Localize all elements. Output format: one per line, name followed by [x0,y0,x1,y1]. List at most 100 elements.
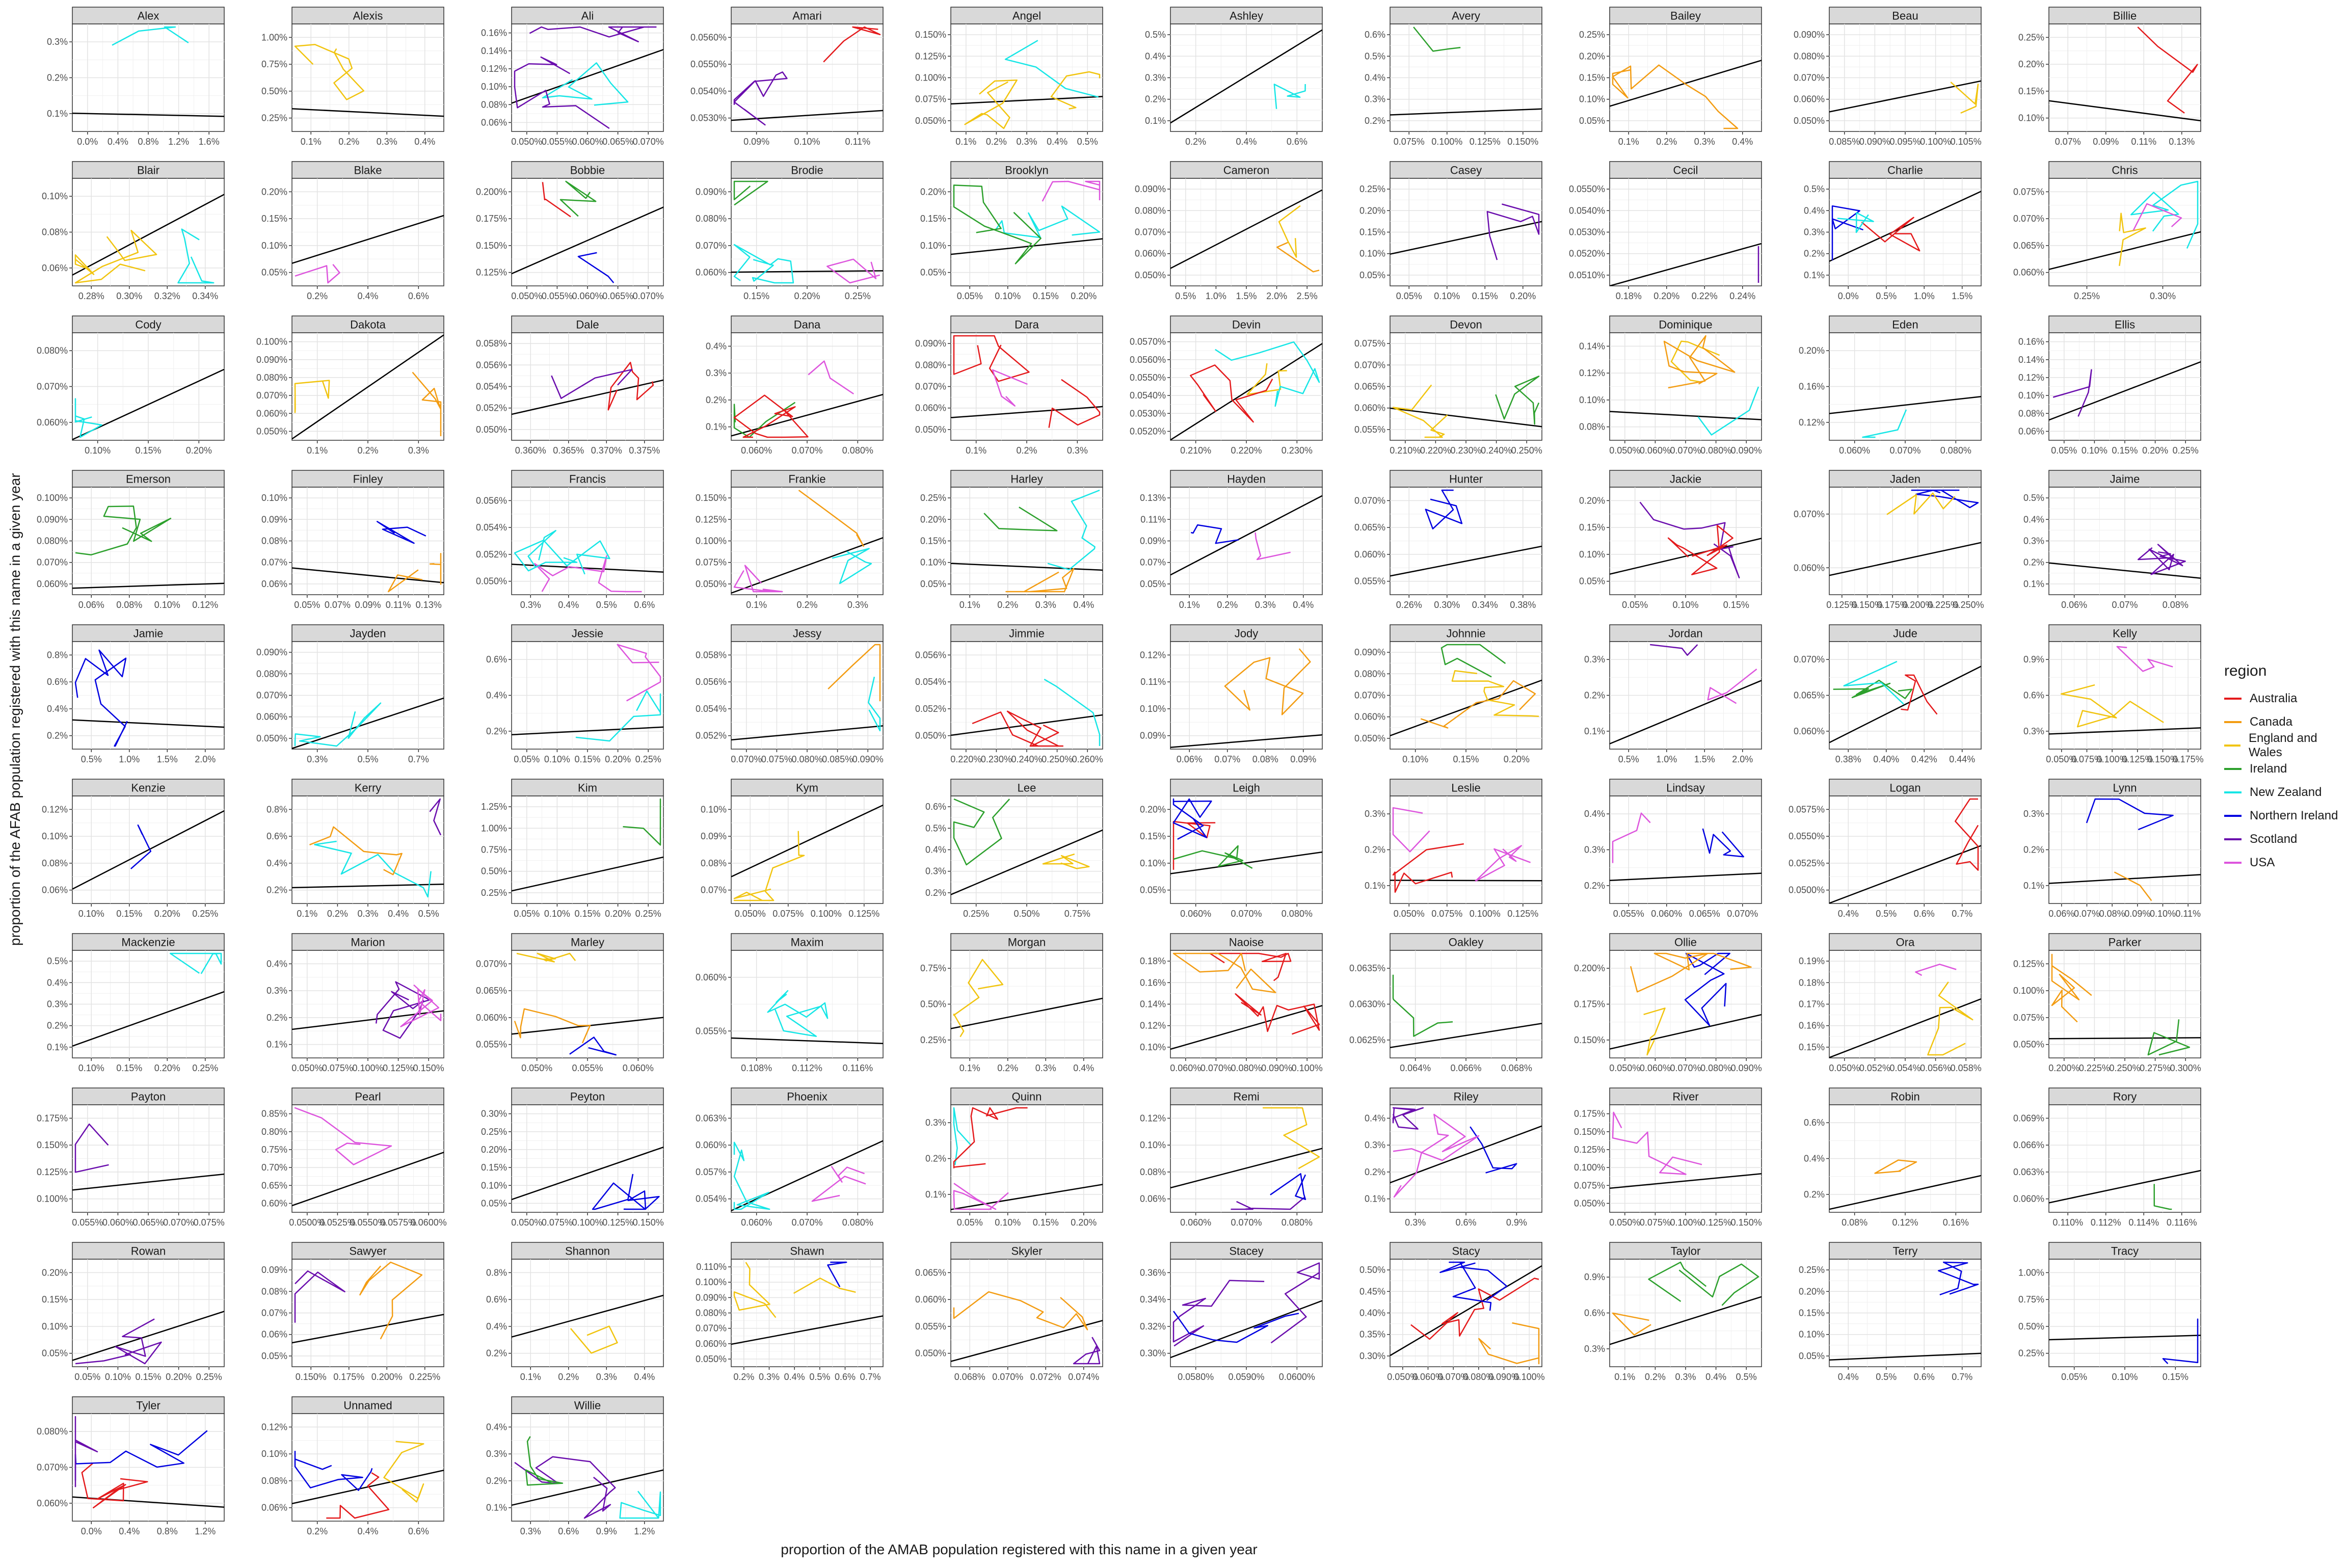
y-tick-label: 0.32% [1140,1321,1166,1332]
series-trace [569,1037,617,1056]
y-tick-label: 0.065% [1354,522,1385,533]
y-tick-label: 0.05% [261,1351,287,1361]
x-tick-label: 0.060% [572,137,603,147]
y-tick-label: 0.060% [1354,403,1385,413]
reference-line [1170,851,1322,874]
x-tick-label: 0.150% [296,1372,327,1382]
facet-strip [511,470,664,488]
facet-strip [1609,7,1762,24]
x-tick-label: 0.09% [2124,909,2150,919]
x-tick-label: 0.38% [1835,754,1861,764]
facet-skyler: Skyler 0.068% 0.070% 0.072% 0.074% 0.050% 0.05… [915,1242,1103,1382]
y-tick-label: 0.15% [261,214,287,224]
series-trace [1861,217,1920,252]
y-tick-label: 0.1% [2023,881,2044,891]
y-tick-label: 0.065% [1794,690,1825,701]
y-tick-label: 0.056% [476,360,507,370]
facet-title: Ali [581,10,594,22]
y-tick-label: 0.060% [1135,249,1166,259]
facet-title: Maxim [791,936,824,949]
y-tick-label: 0.09% [701,831,727,841]
y-tick-label: 0.70% [261,1162,287,1173]
y-tick-label: 0.050% [256,733,287,743]
facet-title: Shannon [565,1245,610,1258]
y-tick-label: 0.175% [37,1113,68,1123]
y-tick-label: 0.060% [37,417,68,428]
y-tick-label: 0.060% [696,972,727,982]
series-trace [992,369,1028,407]
x-tick-label: 0.4% [119,1526,140,1536]
series-trace [1678,1263,1759,1306]
x-tick-label: 0.6% [835,1372,856,1382]
x-tick-label: 0.20% [1510,291,1536,301]
facet-data [72,506,224,589]
y-tick-label: 0.100% [696,536,727,546]
x-tick-label: 0.050% [735,909,766,919]
facet-title: Casey [1450,164,1482,177]
facet-data [2049,798,2201,901]
y-tick-label: 0.075% [2013,1013,2044,1023]
y-tick-label: 0.055% [476,1040,507,1050]
x-tick-label: 0.3% [377,137,397,147]
y-tick-label: 0.054% [696,1194,727,1204]
series-trace [2051,953,2092,1023]
facet-strip [1170,933,1323,951]
reference-line [292,108,444,117]
x-tick-label: 0.42% [1911,754,1937,764]
y-tick-label: 0.75% [261,1145,287,1155]
x-tick-label: 0.4% [1073,600,1094,610]
facet-peyton: Peyton 0.050%0.075%0.100%0.125%0.150% 0.05… [481,1087,664,1228]
y-tick-label: 0.0525% [1789,858,1825,868]
facet-data [1829,798,1981,903]
x-tick-label: 0.3% [1694,137,1715,147]
y-tick-label: 0.4% [1804,205,1825,216]
y-tick-label: 0.11% [1140,514,1166,524]
y-tick-label: 0.50% [920,999,946,1009]
facet-data [1390,1107,1542,1198]
facet-data [731,644,883,741]
y-tick-label: 0.25% [1579,30,1605,40]
y-tick-label: 0.30% [481,1109,507,1119]
facet-strip [291,1087,444,1105]
y-tick-label: 0.054% [696,704,727,714]
facet-data [1610,952,1762,1056]
facet-kenzie: Kenzie 0.10% 0.15% 0.20% 0.25% 0.06% 0.08% 0.10… [42,779,225,919]
x-tick-label: 0.1% [301,137,322,147]
y-tick-label: 0.30% [1359,1351,1385,1361]
y-tick-label: 0.060% [696,1140,727,1150]
y-tick-label: 0.080% [37,536,68,546]
facet-title: Dakota [350,318,386,331]
facet-strip [511,933,664,951]
facet-data [951,678,1103,747]
series-trace [1042,853,1090,869]
facet-strip [1390,933,1542,951]
y-tick-label: 0.100% [2013,986,2044,996]
facet-strip [1609,933,1762,951]
y-tick-label: 0.16% [1799,382,1825,392]
facet-strip [731,624,884,642]
facet-ora: Ora 0.050%0.052%0.054%0.056%0.058% 0.15% 0.… [1799,933,1982,1073]
y-tick-label: 0.6% [486,1294,507,1305]
y-tick-label: 0.050% [915,731,946,741]
series-trace [1874,1159,1917,1174]
series-trace [525,1436,564,1486]
y-tick-label: 0.075% [696,557,727,568]
x-tick-label: 0.125% [602,1217,633,1228]
y-tick-label: 0.10% [2018,113,2044,123]
x-tick-label: 2.5% [1297,291,1318,301]
y-tick-label: 0.15% [481,1162,507,1173]
series-trace [516,952,576,963]
x-tick-label: 0.5% [596,600,617,610]
facet-mackenzie: Mackenzie 0.10% 0.15% 0.20% 0.25% 0.1% 0.2% 0.3… [47,933,225,1073]
y-tick-label: 0.1% [266,1040,287,1050]
y-tick-label: 0.5% [1804,184,1825,194]
y-tick-label: 0.050% [1574,1198,1605,1208]
x-tick-label: 0.112% [792,1063,822,1073]
facet-title: Tracy [2111,1245,2139,1258]
x-tick-label: 0.4% [1073,1063,1094,1073]
series-trace [1413,26,1461,52]
series-trace [294,702,382,747]
x-tick-label: 1.0% [119,754,140,764]
x-tick-label: 0.4% [388,909,409,919]
facet-data [512,1294,663,1354]
